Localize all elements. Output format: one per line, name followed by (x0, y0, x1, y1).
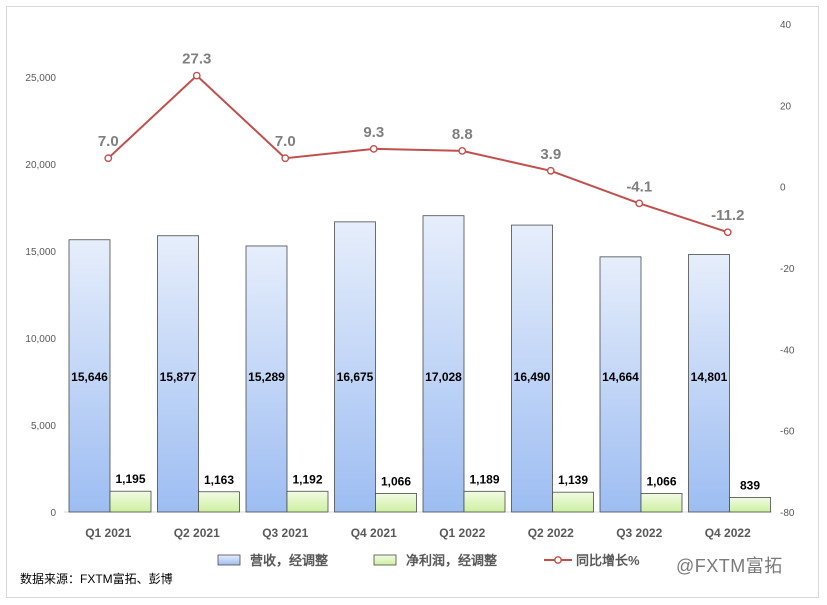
revenue-bar (599, 256, 642, 513)
x-tick-label: Q3 2022 (616, 526, 662, 540)
net-profit-bar (109, 490, 152, 513)
net-profit-data-label: 1,066 (646, 474, 676, 488)
growth-data-label: 27.3 (182, 51, 211, 68)
y-left-tick-label: 25,000 (25, 73, 56, 84)
revenue-bar (157, 235, 199, 513)
y-left-tick-label: 5,000 (31, 421, 56, 432)
revenue-data-label: 15,289 (248, 370, 285, 384)
net-profit-bar (286, 490, 329, 513)
revenue-data-label: 16,490 (514, 370, 551, 384)
net-profit-bar (640, 493, 683, 513)
y-right-tick-label: -80 (780, 508, 795, 519)
net-profit-data-label: 1,066 (381, 474, 411, 488)
net-profit-data-label: 1,192 (292, 472, 322, 486)
legend-entry-label: 营收，经调整 (250, 553, 329, 568)
chart-frame (6, 6, 819, 598)
growth-data-label: 7.0 (98, 133, 119, 150)
revenue-data-label: 16,675 (337, 370, 374, 384)
x-tick-label: Q1 2021 (85, 526, 131, 540)
revenue-bar (422, 215, 465, 513)
y-right-tick-label: 0 (780, 183, 786, 194)
growth-data-label: -11.2 (711, 207, 744, 224)
legend-swatch (373, 554, 397, 566)
y-right-tick-label: 40 (780, 20, 792, 31)
net-profit-data-label: 1,163 (204, 473, 234, 487)
y-left-tick-label: 10,000 (25, 334, 56, 345)
y-right-tick-label: -60 (780, 427, 795, 438)
y-right-tick-label: -40 (780, 345, 795, 356)
net-profit-bar (463, 490, 506, 513)
x-tick-label: Q3 2021 (262, 526, 308, 540)
x-tick-label: Q4 2021 (351, 526, 397, 540)
x-tick-label: Q2 2022 (528, 526, 574, 540)
y-left-tick-label: 0 (50, 508, 56, 519)
y-left-tick-label: 20,000 (25, 160, 56, 171)
growth-data-label: 7.0 (275, 133, 296, 150)
net-profit-data-label: 839 (740, 478, 760, 492)
net-profit-data-label: 1,189 (469, 472, 499, 486)
net-profit-bar (552, 491, 594, 513)
growth-data-label: 3.9 (540, 146, 561, 163)
source-note: 数据来源：FXTM富拓、彭博 (20, 572, 173, 586)
growth-point (635, 199, 644, 208)
y-right-tick-label: -20 (780, 264, 795, 275)
revenue-data-label: 14,664 (602, 370, 639, 384)
net-profit-bar (198, 491, 240, 513)
net-profit-bar (729, 497, 771, 513)
revenue-data-label: 17,028 (425, 370, 462, 384)
growth-point (546, 166, 555, 175)
growth-data-label: 9.3 (363, 124, 384, 141)
growth-line (107, 74, 729, 234)
revenue-data-label: 15,877 (160, 370, 197, 384)
watermark: @FXTM富拓 (676, 556, 783, 576)
revenue-bar (511, 224, 553, 513)
x-tick-label: Q2 2021 (174, 526, 220, 540)
y-right-tick-label: 20 (780, 101, 792, 112)
revenue-bar (68, 239, 111, 513)
net-profit-bar (375, 493, 417, 513)
revenue-bar (688, 254, 730, 513)
net-profit-data-label: 1,139 (558, 473, 588, 487)
legend-entry-label: 同比增长% (576, 553, 640, 568)
net-profit-data-label: 1,195 (115, 472, 145, 486)
revenue-bar (245, 245, 288, 513)
revenue-bar (334, 221, 376, 513)
growth-data-label: -4.1 (626, 178, 652, 195)
x-tick-label: Q1 2022 (439, 526, 485, 540)
growth-point (281, 154, 290, 163)
y-left-tick-label: 15,000 (25, 247, 56, 258)
legend-swatch-marker (554, 556, 562, 564)
revenue-data-label: 15,646 (71, 370, 108, 384)
growth-point (458, 146, 467, 155)
revenue-data-label: 14,801 (691, 370, 728, 384)
legend-entry-label: 净利润，经调整 (406, 553, 498, 568)
legend-swatch (217, 554, 241, 566)
growth-point (192, 71, 201, 80)
growth-data-label: 8.8 (452, 126, 473, 143)
x-tick-label: Q4 2022 (705, 526, 751, 540)
growth-point (369, 144, 378, 153)
growth-point (104, 154, 113, 163)
growth-point (723, 228, 732, 237)
